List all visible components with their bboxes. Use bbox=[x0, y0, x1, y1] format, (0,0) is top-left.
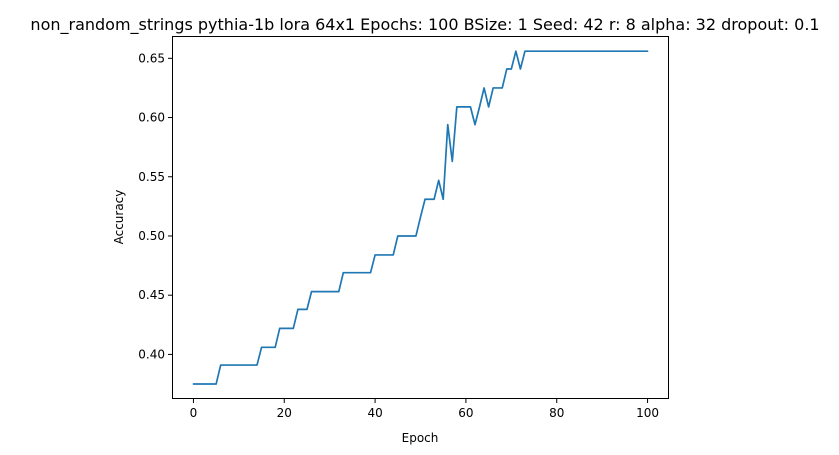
x-axis-label: Epoch bbox=[402, 431, 439, 445]
chart-title: non_random_strings pythia-1b lora 64x1 E… bbox=[30, 15, 819, 35]
y-tick-label: 0.45 bbox=[138, 288, 165, 302]
x-tick-label: 0 bbox=[190, 406, 198, 420]
y-tick-label: 0.50 bbox=[138, 229, 165, 243]
x-tick-label: 80 bbox=[549, 406, 564, 420]
x-tick-label: 60 bbox=[458, 406, 473, 420]
y-axis-ticks: 0.40 0.45 0.50 0.55 0.60 0.65 bbox=[138, 51, 173, 361]
y-tick-label: 0.60 bbox=[138, 111, 165, 125]
x-tick-label: 40 bbox=[367, 406, 382, 420]
y-tick-label: 0.40 bbox=[138, 347, 165, 361]
y-tick-label: 0.55 bbox=[138, 170, 165, 184]
plot-area-frame bbox=[172, 36, 669, 399]
x-axis-ticks: 0 20 40 60 80 100 bbox=[190, 398, 659, 420]
y-axis-label: Accuracy bbox=[112, 190, 126, 245]
x-tick-label: 100 bbox=[636, 406, 659, 420]
x-tick-label: 20 bbox=[277, 406, 292, 420]
accuracy-series-line bbox=[192, 50, 649, 385]
y-tick-label: 0.65 bbox=[138, 51, 165, 65]
